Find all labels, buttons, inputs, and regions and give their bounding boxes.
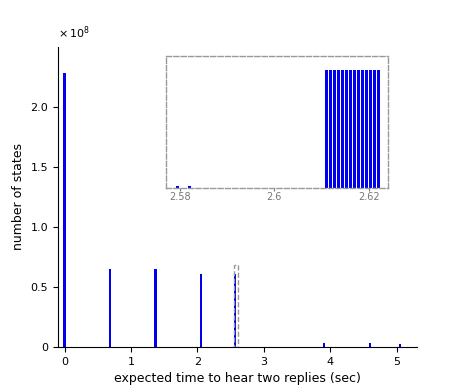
Bar	[63, 73, 66, 347]
Bar	[200, 274, 202, 347]
Text: $\times\,10^8$: $\times\,10^8$	[58, 24, 90, 41]
Bar	[369, 69, 372, 188]
Bar	[365, 69, 369, 188]
Bar	[108, 269, 111, 347]
Bar	[349, 69, 352, 188]
Bar	[188, 186, 191, 188]
Bar	[373, 69, 376, 188]
X-axis label: expected time to hear two replies (sec): expected time to hear two replies (sec)	[114, 372, 361, 385]
Bar	[234, 274, 237, 347]
Y-axis label: number of states: number of states	[12, 144, 25, 250]
Bar	[333, 69, 336, 188]
Bar	[369, 344, 371, 347]
Bar	[329, 69, 332, 188]
Bar	[353, 69, 357, 188]
Bar	[345, 69, 348, 188]
Bar	[361, 69, 364, 188]
Bar	[377, 69, 381, 188]
Bar	[325, 69, 328, 188]
Bar	[357, 69, 360, 188]
Bar	[323, 343, 325, 347]
Bar	[175, 186, 179, 188]
Bar	[154, 269, 156, 347]
Bar	[234, 266, 238, 347]
Bar	[337, 69, 340, 188]
Bar	[341, 69, 344, 188]
Bar	[399, 344, 401, 347]
